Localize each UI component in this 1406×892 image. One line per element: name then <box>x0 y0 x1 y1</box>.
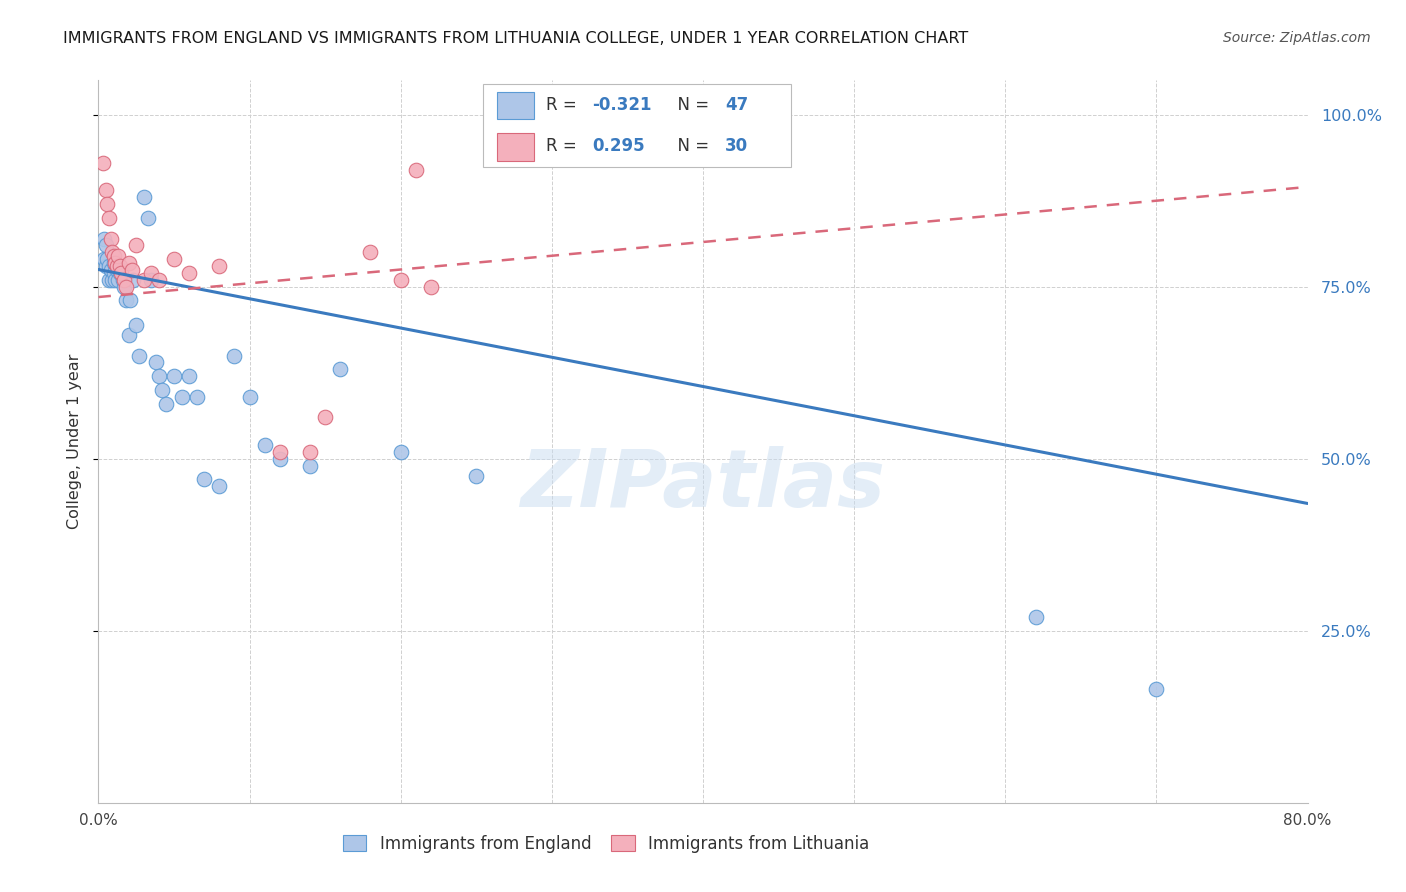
Point <box>193 472 215 486</box>
Text: 30: 30 <box>724 137 748 155</box>
Point <box>103 249 125 263</box>
Point <box>94 259 117 273</box>
Point <box>239 390 262 404</box>
Point <box>128 349 150 363</box>
Point <box>420 279 443 293</box>
Point <box>103 255 125 269</box>
Point <box>96 252 118 267</box>
Point <box>148 273 170 287</box>
Point <box>100 231 122 245</box>
Point <box>170 390 193 404</box>
Point <box>269 445 291 459</box>
Point <box>186 390 208 404</box>
Point <box>100 262 122 277</box>
Point <box>110 262 132 277</box>
Point <box>125 238 148 252</box>
Text: R =: R = <box>546 137 582 155</box>
Point <box>98 273 121 287</box>
Point <box>224 349 246 363</box>
Point <box>208 259 231 273</box>
Point <box>132 273 155 287</box>
Point <box>163 252 186 267</box>
Text: ZIPatlas: ZIPatlas <box>520 446 886 524</box>
Text: IMMIGRANTS FROM ENGLAND VS IMMIGRANTS FROM LITHUANIA COLLEGE, UNDER 1 YEAR CORRE: IMMIGRANTS FROM ENGLAND VS IMMIGRANTS FR… <box>63 31 969 46</box>
Point <box>465 469 488 483</box>
Point <box>93 252 115 267</box>
Point <box>118 327 141 342</box>
Point <box>148 369 170 384</box>
FancyBboxPatch shape <box>482 84 792 167</box>
Point <box>208 479 231 493</box>
Point <box>118 255 141 269</box>
Point <box>389 273 412 287</box>
Point <box>253 438 276 452</box>
Point <box>141 266 163 280</box>
Point <box>107 273 129 287</box>
Point <box>299 445 322 459</box>
Point <box>101 273 124 287</box>
Point <box>125 318 148 332</box>
Point <box>163 369 186 384</box>
Point <box>141 273 163 287</box>
Point <box>96 197 118 211</box>
Point <box>107 249 129 263</box>
Point <box>389 445 412 459</box>
Text: R =: R = <box>546 95 582 113</box>
Point <box>122 273 145 287</box>
Bar <box>498 133 534 161</box>
Point <box>91 156 114 170</box>
Point <box>121 262 143 277</box>
Point <box>104 255 127 269</box>
Text: N =: N = <box>666 137 714 155</box>
Point <box>1024 610 1046 624</box>
Point <box>112 273 135 287</box>
Point <box>179 369 201 384</box>
Point <box>145 355 167 369</box>
Point <box>108 259 131 273</box>
Point <box>101 245 124 260</box>
Bar <box>498 92 534 120</box>
Legend: Immigrants from England, Immigrants from Lithuania: Immigrants from England, Immigrants from… <box>336 828 876 860</box>
Point <box>360 245 382 260</box>
Point <box>105 262 128 277</box>
Point <box>104 273 127 287</box>
Point <box>314 410 336 425</box>
Point <box>98 211 121 225</box>
Point <box>155 397 177 411</box>
Point <box>405 162 427 177</box>
Point <box>110 266 132 280</box>
Point <box>105 259 128 273</box>
Point <box>299 458 322 473</box>
Point <box>114 279 136 293</box>
Point <box>1144 682 1167 697</box>
Text: N =: N = <box>666 95 714 113</box>
Point <box>108 266 131 280</box>
Point <box>98 259 121 273</box>
Point <box>120 293 142 308</box>
Point <box>103 266 125 280</box>
Point <box>93 231 115 245</box>
Point <box>114 293 136 308</box>
Point <box>179 266 201 280</box>
Text: -0.321: -0.321 <box>592 95 651 113</box>
Text: 47: 47 <box>724 95 748 113</box>
Point <box>111 273 134 287</box>
Point <box>269 451 291 466</box>
Point <box>150 383 173 397</box>
Point <box>94 183 117 197</box>
Text: Source: ZipAtlas.com: Source: ZipAtlas.com <box>1223 31 1371 45</box>
Text: 0.295: 0.295 <box>592 137 644 155</box>
Point <box>94 238 117 252</box>
Point <box>132 190 155 204</box>
Point <box>329 362 352 376</box>
Point <box>136 211 159 225</box>
Y-axis label: College, Under 1 year: College, Under 1 year <box>67 354 83 529</box>
Point <box>112 279 135 293</box>
